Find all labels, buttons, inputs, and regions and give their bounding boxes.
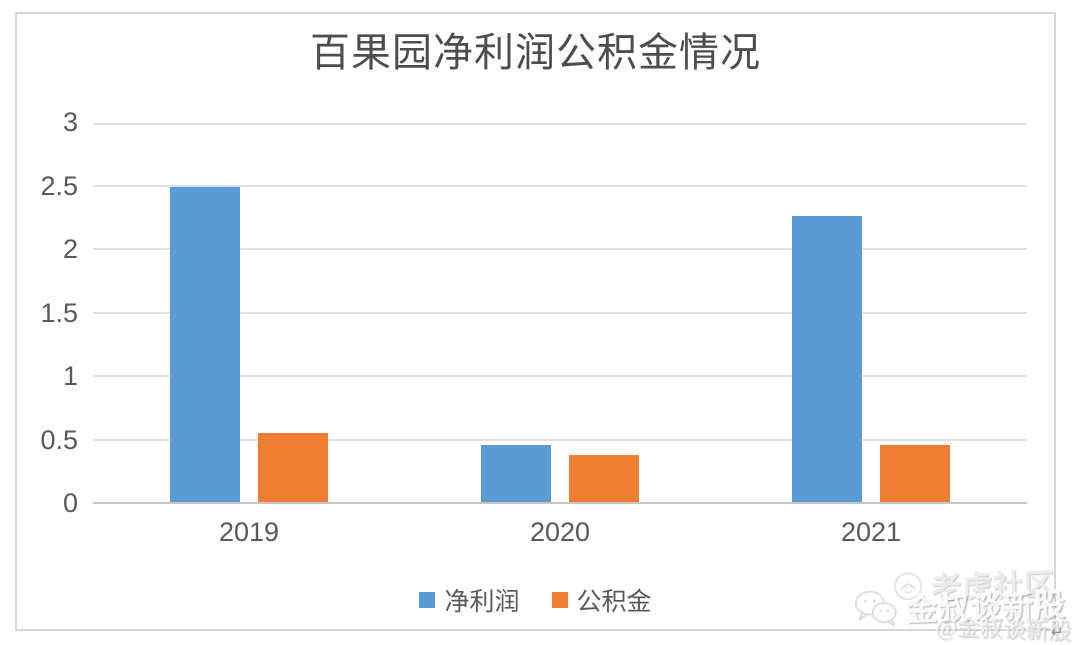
gridline xyxy=(93,439,1027,441)
y-tick-label: 1.5 xyxy=(40,298,78,328)
bar-series1-2019 xyxy=(258,433,328,502)
plot-area xyxy=(93,123,1027,504)
x-tick-label: 2019 xyxy=(218,517,280,547)
y-tick-label: 2.5 xyxy=(40,171,78,201)
y-tick-label: 3 xyxy=(62,107,78,137)
legend-swatch-net-profit xyxy=(419,592,436,608)
gridline xyxy=(93,185,1027,187)
gridline xyxy=(93,248,1027,250)
gridline xyxy=(93,375,1027,377)
bar-series0-2019 xyxy=(170,187,240,502)
legend-swatch-provident-fund xyxy=(551,592,568,608)
legend-item-net-profit: 净利润 xyxy=(419,582,520,618)
bar-series0-2020 xyxy=(481,445,551,502)
gridline xyxy=(93,123,1027,125)
legend-label-provident-fund: 公积金 xyxy=(576,589,652,616)
y-tick-label: 0 xyxy=(62,488,78,518)
x-axis-line xyxy=(93,502,1027,504)
y-tick-label: 0.5 xyxy=(40,425,78,455)
y-tick-label: 1 xyxy=(62,361,78,391)
legend: 净利润 公积金 xyxy=(15,582,1056,618)
return-mark: ↵ xyxy=(1051,624,1064,641)
legend-item-provident-fund: 公积金 xyxy=(551,582,652,618)
y-tick-label: 2 xyxy=(62,234,78,264)
bar-series0-2021 xyxy=(792,216,862,502)
x-tick-label: 2021 xyxy=(840,517,902,547)
chart-title: 百果园净利润公积金情况 xyxy=(310,30,761,75)
gridline xyxy=(93,312,1027,314)
x-tick-label: 2020 xyxy=(529,517,591,547)
bar-series1-2020 xyxy=(569,455,639,502)
legend-label-net-profit: 净利润 xyxy=(444,589,520,616)
bar-series1-2021 xyxy=(880,445,950,502)
